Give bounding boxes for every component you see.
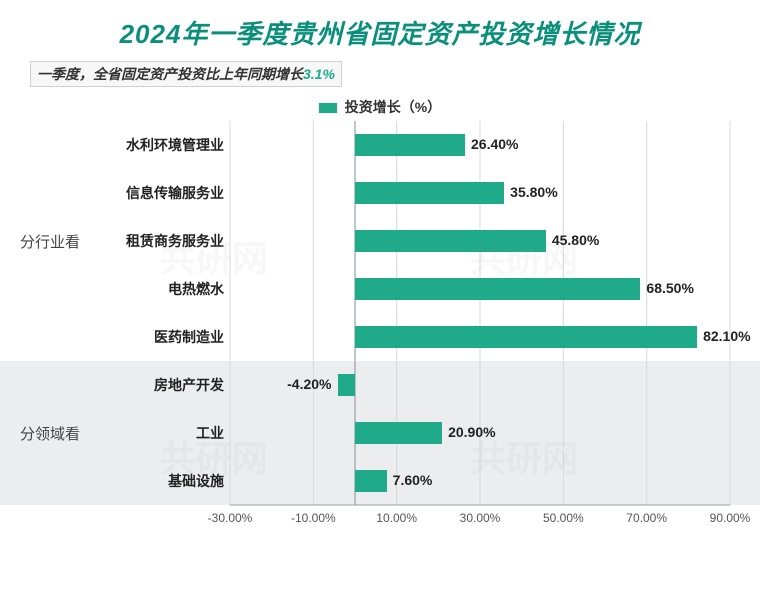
category-label: 医药制造业 <box>114 327 224 347</box>
bar <box>355 326 697 348</box>
x-axis-tick-label: 10.00% <box>376 511 417 525</box>
group-label: 分行业看 <box>10 231 90 252</box>
x-axis-tick-label: 30.00% <box>460 511 501 525</box>
subtitle-highlight: 3.1% <box>303 66 335 82</box>
x-axis-tick-label: -30.00% <box>208 511 253 525</box>
legend-marker <box>319 103 337 113</box>
bar <box>355 422 442 444</box>
x-axis-tick-label: 50.00% <box>543 511 584 525</box>
category-label: 工业 <box>114 423 224 443</box>
bar <box>355 182 504 204</box>
category-label: 信息传输服务业 <box>114 183 224 203</box>
category-label: 租赁商务服务业 <box>114 231 224 251</box>
bar <box>355 230 546 252</box>
bar <box>338 374 356 396</box>
category-label: 电热燃水 <box>114 279 224 299</box>
value-label: 82.10% <box>703 328 750 344</box>
value-label: 35.80% <box>510 184 557 200</box>
category-label: 水利环境管理业 <box>114 135 224 155</box>
bar <box>355 470 387 492</box>
value-label: 20.90% <box>448 424 495 440</box>
x-axis-tick-label: -10.00% <box>291 511 336 525</box>
x-axis-tick-label: 70.00% <box>626 511 667 525</box>
bar <box>355 278 640 300</box>
legend: 投资增长（%） <box>0 91 760 121</box>
legend-label: 投资增长（%） <box>345 99 441 115</box>
value-label: 45.80% <box>552 232 599 248</box>
chart-title: 2024年一季度贵州省固定资产投资增长情况 <box>0 0 760 57</box>
subtitle-box: 一季度，全省固定资产投资比上年同期增长3.1% <box>30 61 342 87</box>
x-axis-tick-label: 90.00% <box>710 511 751 525</box>
category-label: 房地产开发 <box>114 375 224 395</box>
value-label: 7.60% <box>393 472 433 488</box>
subtitle-row: 一季度，全省固定资产投资比上年同期增长3.1% <box>0 57 760 91</box>
plot-grid <box>0 121 760 507</box>
category-label: 基础设施 <box>114 471 224 491</box>
value-label: 26.40% <box>471 136 518 152</box>
bar-chart: 水利环境管理业 26.40% 信息传输服务业 35.80% 租赁商务服务业 45.80% 电… <box>0 121 760 539</box>
value-label: 68.50% <box>646 280 693 296</box>
subtitle-prefix: 一季度，全省固定资产投资比上年同期增长 <box>37 66 303 82</box>
value-label: -4.20% <box>287 376 331 392</box>
bar <box>355 134 465 156</box>
group-label: 分领域看 <box>10 423 90 444</box>
